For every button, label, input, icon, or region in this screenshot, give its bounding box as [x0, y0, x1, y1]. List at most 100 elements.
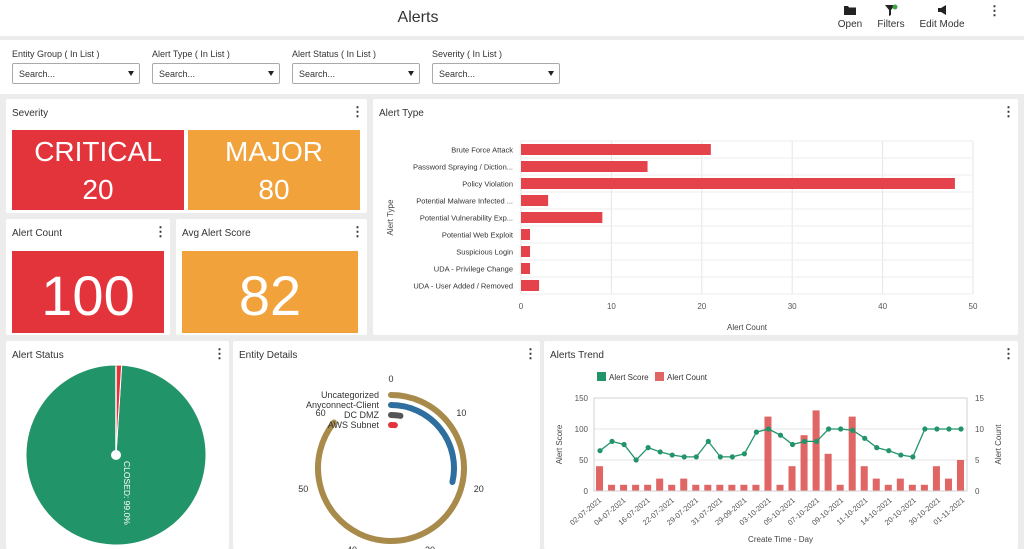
filters-button[interactable]: Filters — [866, 4, 916, 30]
alert-count-bar[interactable] — [728, 484, 736, 491]
alert-score-point[interactable] — [826, 426, 832, 432]
more-vertical-icon[interactable]: ⋮ — [988, 3, 1001, 18]
alert-count-bar[interactable] — [764, 416, 772, 491]
alert-score-point[interactable] — [850, 427, 856, 433]
alert-score-point[interactable] — [946, 426, 952, 432]
more-vertical-icon[interactable]: ⋮ — [351, 104, 364, 119]
critical-tile[interactable]: CRITICAL 20 — [12, 130, 184, 210]
entity-group-select[interactable]: Search... — [12, 63, 140, 84]
alert-score-point[interactable] — [910, 454, 916, 460]
alert-score-point[interactable] — [669, 452, 675, 458]
alert-count-bar[interactable] — [812, 410, 820, 491]
alert-score-point[interactable] — [958, 426, 964, 432]
alert-score-point[interactable] — [741, 451, 748, 457]
alert-count-bar[interactable] — [896, 478, 904, 491]
more-vertical-icon[interactable]: ⋮ — [351, 224, 364, 239]
alert-score-point[interactable] — [693, 454, 699, 460]
alert-type-bar[interactable] — [521, 280, 540, 291]
alert-count-bar[interactable] — [632, 484, 640, 491]
alert-count-bar[interactable] — [704, 484, 712, 491]
entity-group-filter-label: Entity Group ( In List ) — [12, 49, 100, 59]
alert-score-point[interactable] — [621, 441, 627, 448]
alert-score-point[interactable] — [657, 449, 663, 455]
alert-score-point[interactable] — [838, 426, 844, 432]
alert-score-point[interactable] — [681, 454, 687, 460]
alert-score-point[interactable] — [777, 432, 784, 438]
alert-count-bar[interactable] — [908, 484, 916, 491]
open-button[interactable]: Open — [825, 4, 875, 30]
alert-type-bar[interactable] — [521, 246, 531, 257]
alert-type-bar[interactable] — [521, 195, 549, 206]
alert-score-point[interactable] — [645, 445, 651, 451]
alert-score-point[interactable] — [886, 448, 892, 454]
avg-score-tile[interactable]: 82 — [182, 251, 358, 333]
alert-count-bar[interactable] — [932, 466, 940, 491]
alert-count-bar[interactable] — [788, 466, 796, 491]
alert-count-bar[interactable] — [680, 478, 688, 491]
alert-score-point[interactable] — [934, 426, 940, 432]
alert-status-title: Alert Status — [12, 350, 64, 361]
alert-score-point[interactable] — [801, 438, 808, 444]
alert-count-bar[interactable] — [944, 478, 952, 491]
edit-mode-button[interactable]: Edit Mode — [917, 4, 967, 30]
alert-count-bar[interactable] — [848, 416, 856, 491]
alert-count-bar[interactable] — [608, 484, 616, 491]
alert-score-point[interactable] — [898, 452, 904, 458]
severity-select[interactable]: Search... — [432, 63, 560, 84]
more-vertical-icon[interactable]: ⋮ — [154, 224, 167, 239]
alert-count-bar[interactable] — [752, 484, 760, 491]
alert-count-bar[interactable] — [872, 478, 880, 491]
alert-score-point[interactable] — [874, 445, 880, 451]
alert-type-bar[interactable] — [521, 229, 531, 240]
alert-score-point[interactable] — [765, 426, 772, 432]
alert-count-bar[interactable] — [956, 460, 964, 491]
alert-count-bar[interactable] — [800, 435, 808, 491]
alert-type-title: Alert Type — [379, 108, 424, 119]
alert-type-bar[interactable] — [521, 161, 648, 172]
alert-score-point[interactable] — [729, 454, 735, 460]
alert-status-select[interactable]: Search... — [292, 63, 420, 84]
alert-type-select[interactable]: Search... — [152, 63, 280, 84]
alert-count-bar[interactable] — [860, 466, 868, 491]
alert-score-point[interactable] — [753, 429, 760, 435]
alert-count-bar[interactable] — [836, 484, 844, 491]
alert-type-bar[interactable] — [521, 178, 955, 189]
alert-count-bar[interactable] — [776, 484, 784, 491]
entity-radial-bar[interactable] — [315, 392, 467, 544]
entity-radial-bar[interactable] — [388, 412, 404, 419]
category-label: UDA - User Added / Removed — [413, 282, 513, 291]
alert-score-point[interactable] — [862, 435, 868, 441]
alert-count-bar[interactable] — [740, 484, 748, 491]
alert-score-point[interactable] — [789, 441, 796, 448]
alert-count-bar[interactable] — [620, 484, 628, 491]
alert-score-point[interactable] — [609, 438, 615, 444]
right-tick-label: 10 — [975, 425, 984, 434]
alert-score-point[interactable] — [633, 457, 639, 463]
left-tick-label: 150 — [575, 394, 589, 403]
alert-count-bar[interactable] — [884, 484, 892, 491]
entity-radial-bar[interactable] — [388, 402, 457, 486]
major-tile[interactable]: MAJOR 80 — [188, 130, 360, 210]
alert-type-bar[interactable] — [521, 263, 531, 274]
alert-score-point[interactable] — [922, 426, 928, 432]
alert-type-filter: Alert Type ( In List ) Search... — [152, 49, 280, 84]
alert-count-bar[interactable] — [824, 453, 832, 491]
alert-type-bar[interactable] — [521, 144, 711, 155]
open-slice[interactable] — [115, 364, 123, 456]
alert-score-point[interactable] — [705, 438, 711, 444]
alert-score-point[interactable] — [813, 438, 820, 444]
alert-count-bar[interactable] — [920, 484, 928, 491]
alert-count-bar[interactable] — [596, 466, 604, 491]
alert-count-bar[interactable] — [644, 484, 652, 491]
page-title: Alerts — [397, 9, 439, 26]
alert-score-point[interactable] — [597, 448, 603, 454]
alert-score-point[interactable] — [717, 454, 723, 460]
legend-swatch-score — [597, 372, 606, 381]
alert-count-bar[interactable] — [692, 484, 700, 491]
alert-count-bar[interactable] — [668, 484, 676, 491]
alert-count-bar[interactable] — [656, 478, 664, 491]
alert-count-bar[interactable] — [716, 484, 724, 491]
alert-count-tile[interactable]: 100 — [12, 251, 164, 333]
alert-type-bar[interactable] — [521, 212, 603, 223]
